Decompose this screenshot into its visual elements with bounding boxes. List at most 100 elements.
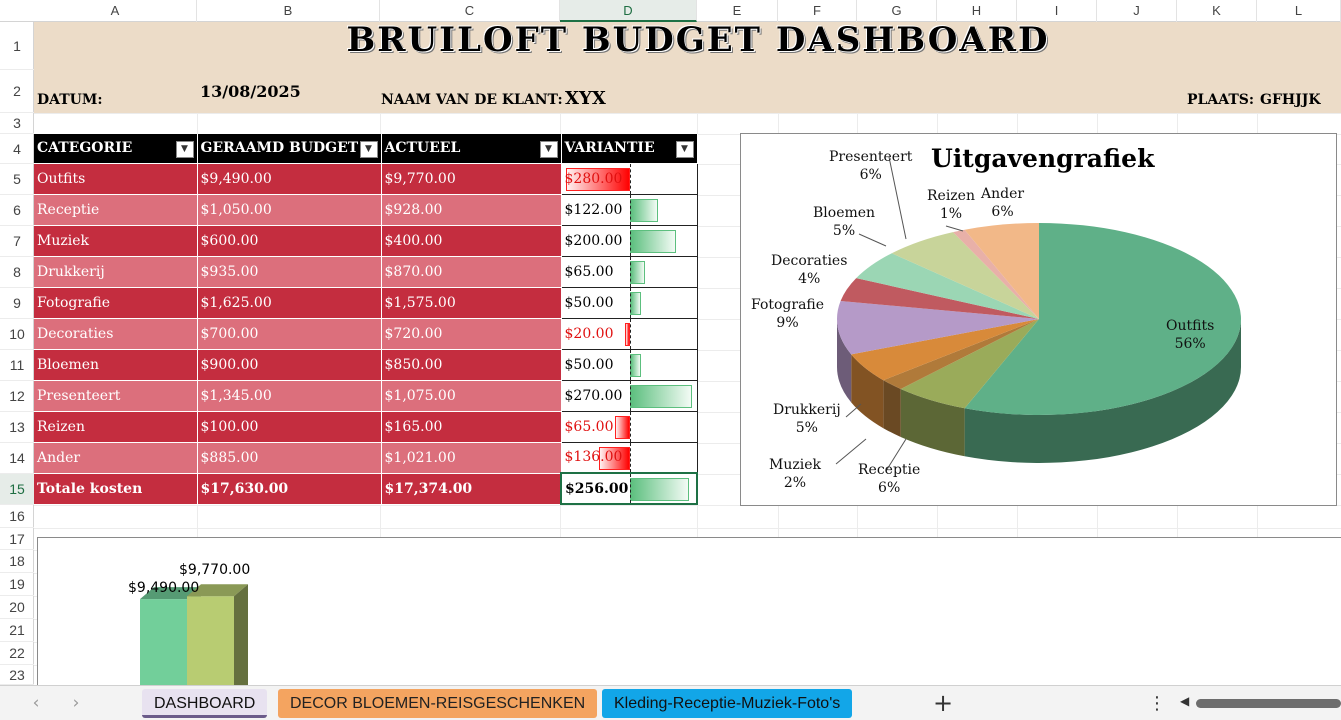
category-cell[interactable]: Ander (34, 442, 198, 474)
row-header-3[interactable]: 3 (0, 113, 34, 134)
pie-chart[interactable]: Uitgavengrafiek Outfits 56% Receptie 6% Muzi… (740, 133, 1337, 506)
column-header-e[interactable]: E (697, 0, 778, 22)
row-header-14[interactable]: 14 (0, 443, 34, 474)
variance-cell[interactable]: $50.00 (560, 286, 698, 319)
category-cell[interactable]: Presenteert (34, 380, 198, 412)
row-header-16[interactable]: 16 (0, 505, 34, 528)
column-header-g[interactable]: G (857, 0, 937, 22)
category-cell[interactable]: Decoraties (34, 318, 198, 350)
scrollbar-thumb[interactable] (1196, 699, 1341, 708)
row-header-7[interactable]: 7 (0, 226, 34, 257)
variance-cell[interactable]: $65.00 (560, 410, 698, 443)
row-header-12[interactable]: 12 (0, 381, 34, 412)
category-cell[interactable]: Bloemen (34, 349, 198, 381)
column-header-a[interactable]: A (34, 0, 197, 22)
client-value[interactable]: XYX (565, 88, 606, 109)
category-cell[interactable]: Reizen (34, 411, 198, 443)
row-header-22[interactable]: 22 (0, 642, 34, 665)
category-cell[interactable]: Receptie (34, 194, 198, 226)
row-header-11[interactable]: 11 (0, 350, 34, 381)
date-value[interactable]: 13/08/2025 (200, 82, 301, 101)
row-header-8[interactable]: 8 (0, 257, 34, 288)
row-header-5[interactable]: 5 (0, 164, 34, 195)
column-header-j[interactable]: J (1097, 0, 1177, 22)
place-value[interactable]: GFHJJK (1260, 92, 1321, 108)
next-sheet-button[interactable]: › (72, 693, 80, 713)
row-header-4[interactable]: 4 (0, 134, 34, 164)
actual-cell[interactable]: $400.00 (381, 225, 562, 257)
budget-cell[interactable]: $9,490.00 (197, 163, 382, 195)
column-header-i[interactable]: I (1017, 0, 1097, 22)
row-header-6[interactable]: 6 (0, 195, 34, 226)
total-category-cell[interactable]: Totale kosten (34, 473, 198, 505)
scroll-left-icon[interactable]: ◀ (1180, 694, 1190, 708)
row-header-15[interactable]: 15 (0, 474, 34, 505)
tab-decor-bloemen-reisgeschenken[interactable]: DECOR BLOEMEN-REISGESCHENKEN (278, 689, 598, 718)
variance-cell[interactable]: $270.00 (560, 379, 698, 412)
variance-cell[interactable]: $20.00 (560, 317, 698, 350)
category-cell[interactable]: Drukkerij (34, 256, 198, 288)
total-actual-cell[interactable]: $17,374.00 (381, 473, 562, 505)
budget-cell[interactable]: $885.00 (197, 442, 382, 474)
sheet-grid[interactable]: BRUILOFT BUDGET DASHBOARD DATUM: 13/08/2… (34, 22, 1341, 685)
row-header-9[interactable]: 9 (0, 288, 34, 319)
column-header-h[interactable]: H (937, 0, 1017, 22)
category-cell[interactable]: Outfits (34, 163, 198, 195)
budget-cell[interactable]: $100.00 (197, 411, 382, 443)
category-cell[interactable]: Fotografie (34, 287, 198, 319)
row-header-1[interactable]: 1 (0, 22, 34, 70)
column-header-c[interactable]: C (380, 0, 560, 22)
actual-cell[interactable]: $1,575.00 (381, 287, 562, 319)
column-header-b[interactable]: B (197, 0, 380, 22)
actual-cell[interactable]: $928.00 (381, 194, 562, 226)
variance-cell[interactable]: $200.00 (560, 224, 698, 257)
variance-cell[interactable]: $122.00 (560, 193, 698, 226)
budget-cell[interactable]: $1,345.00 (197, 380, 382, 412)
filter-dropdown-icon[interactable]: ▼ (359, 141, 378, 158)
title-banner[interactable] (34, 22, 1341, 113)
actual-cell[interactable]: $165.00 (381, 411, 562, 443)
budget-cell[interactable]: $700.00 (197, 318, 382, 350)
actual-cell[interactable]: $9,770.00 (381, 163, 562, 195)
prev-sheet-button[interactable]: ‹ (32, 693, 40, 713)
budget-cell[interactable]: $1,050.00 (197, 194, 382, 226)
category-cell[interactable]: Muziek (34, 225, 198, 257)
tab-dashboard[interactable]: DASHBOARD (142, 689, 268, 718)
row-header-17[interactable]: 17 (0, 528, 34, 550)
budget-cell[interactable]: $935.00 (197, 256, 382, 288)
add-sheet-button[interactable]: + (932, 689, 954, 717)
row-header-18[interactable]: 18 (0, 550, 34, 573)
variance-cell[interactable]: $65.00 (560, 255, 698, 288)
variance-cell[interactable]: $50.00 (560, 348, 698, 381)
row-header-19[interactable]: 19 (0, 573, 34, 596)
actual-cell[interactable]: $870.00 (381, 256, 562, 288)
row-header-20[interactable]: 20 (0, 596, 34, 619)
column-header-k[interactable]: K (1177, 0, 1257, 22)
row-header-21[interactable]: 21 (0, 619, 34, 642)
more-options-icon[interactable]: ⋮ (1148, 693, 1166, 714)
tab-kleding-receptie-muziek-fotos[interactable]: Kleding-Receptie-Muziek-Foto's (602, 689, 853, 718)
column-header-d[interactable]: D (560, 0, 697, 22)
variance-cell[interactable]: $256.00 (560, 472, 698, 505)
horizontal-scrollbar[interactable]: ◀ (1178, 694, 1341, 711)
filter-dropdown-icon[interactable]: ▼ (539, 141, 558, 158)
row-header-13[interactable]: 13 (0, 412, 34, 443)
budget-cell[interactable]: $600.00 (197, 225, 382, 257)
actual-cell[interactable]: $850.00 (381, 349, 562, 381)
row-header-2[interactable]: 2 (0, 70, 34, 113)
budget-cell[interactable]: $1,625.00 (197, 287, 382, 319)
variance-cell[interactable]: $280.00 (560, 162, 698, 195)
bar-chart[interactable]: $9,490.00 $9,770.00 (37, 537, 1341, 685)
column-header-l[interactable]: L (1257, 0, 1341, 22)
actual-cell[interactable]: $1,075.00 (381, 380, 562, 412)
column-header-f[interactable]: F (778, 0, 857, 22)
row-header-23[interactable]: 23 (0, 665, 34, 685)
total-budget-cell[interactable]: $17,630.00 (197, 473, 382, 505)
budget-cell[interactable]: $900.00 (197, 349, 382, 381)
filter-dropdown-icon[interactable]: ▼ (175, 141, 194, 158)
actual-cell[interactable]: $1,021.00 (381, 442, 562, 474)
row-header-10[interactable]: 10 (0, 319, 34, 350)
variance-cell[interactable]: $136.00 (560, 441, 698, 474)
filter-dropdown-icon[interactable]: ▼ (675, 141, 694, 158)
actual-cell[interactable]: $720.00 (381, 318, 562, 350)
